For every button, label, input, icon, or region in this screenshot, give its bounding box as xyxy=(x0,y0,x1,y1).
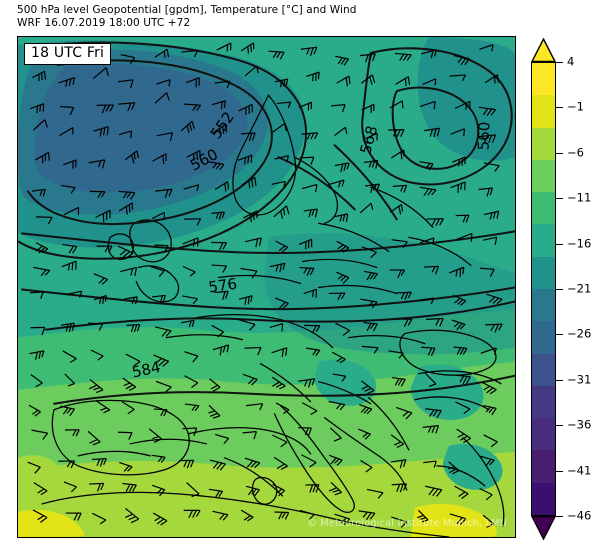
colorbar-tick-label: −31 xyxy=(567,374,591,386)
colorbar-tick xyxy=(556,244,563,245)
colorbar-tick xyxy=(556,107,563,108)
colorbar-tick-group: 4 −1 −6 −11 −16 −21 −26 −31 −36 −41 −46 xyxy=(531,38,591,558)
colorbar-tick xyxy=(556,425,563,426)
chart-title-block: 500 hPa level Geopotential [gpdm], Tempe… xyxy=(17,4,537,30)
colorbar-tick xyxy=(556,62,563,63)
colorbar-tick xyxy=(556,198,563,199)
colorbar-tick xyxy=(556,516,563,517)
colorbar-tick-label: −26 xyxy=(567,329,591,341)
colorbar-tick-label: 4 xyxy=(567,56,574,68)
colorbar-tick-label: −11 xyxy=(567,192,591,204)
colorbar-tick xyxy=(556,380,563,381)
chart-subtitle: WRF 16.07.2019 18:00 UTC +72 xyxy=(17,17,537,30)
colorbar-tick xyxy=(556,289,563,290)
colorbar-tick-label: −6 xyxy=(567,147,584,159)
colorbar-tick xyxy=(556,471,563,472)
colorbar-tick xyxy=(556,153,563,154)
colorbar-tick-label: −46 xyxy=(567,510,591,522)
colorbar-tick xyxy=(556,334,563,335)
colorbar-tick-label: −1 xyxy=(567,102,584,114)
colorbar-tick-label: −21 xyxy=(567,283,591,295)
temperature-colorbar[interactable]: 4−1−6−11−16−21−26−31−36−41−46 xyxy=(531,38,556,516)
valid-time-label: 18 UTC Fri xyxy=(24,43,111,65)
copyright-watermark: © Meteorological Institute Munich, LMU xyxy=(307,518,507,529)
chart-title: 500 hPa level Geopotential [gpdm], Tempe… xyxy=(17,4,537,17)
colorbar-tick-label: −41 xyxy=(567,465,591,477)
colorbar-tick-label: −16 xyxy=(567,238,591,250)
colorbar-tick-label: −36 xyxy=(567,419,591,431)
